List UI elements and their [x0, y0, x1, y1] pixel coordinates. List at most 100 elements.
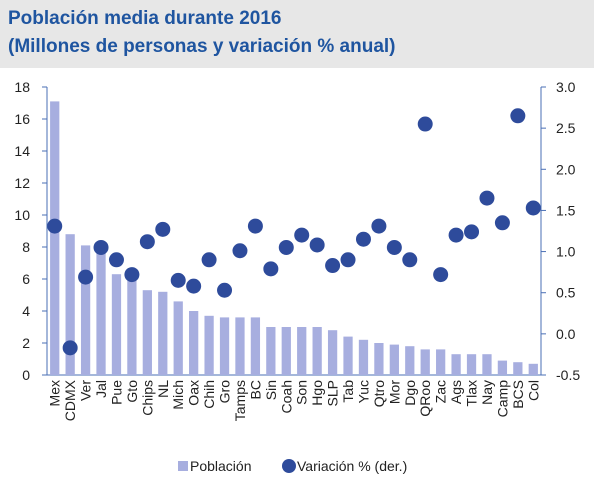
title-band [0, 0, 594, 68]
bar [204, 315, 214, 375]
dot [108, 252, 124, 268]
bar [451, 354, 461, 375]
x-tick-label: Hgo [309, 380, 325, 406]
y-tick-label: 12 [14, 175, 30, 191]
dot [217, 282, 233, 298]
dot [124, 267, 140, 283]
x-tick-label: Mich [170, 380, 186, 410]
dot [247, 218, 263, 234]
x-tick-label: Yuc [355, 380, 371, 403]
dot [78, 269, 94, 285]
bar [189, 311, 199, 375]
bar [358, 339, 369, 375]
bar [466, 354, 477, 375]
dot [402, 252, 418, 268]
dot [417, 116, 433, 132]
bar [111, 274, 122, 375]
dot [371, 218, 387, 234]
dot [479, 190, 495, 206]
x-tick-label: BCS [510, 380, 526, 409]
bar [158, 291, 168, 375]
bar [343, 336, 353, 375]
x-tick-label: QRoo [417, 380, 433, 417]
bar [96, 247, 106, 375]
x-tick-label: Tamps [232, 380, 248, 421]
legend-label: Población [190, 458, 252, 474]
bar [497, 360, 508, 375]
bar [327, 330, 338, 375]
bar [219, 317, 230, 375]
bar [405, 346, 415, 375]
y-tick-label: 0 [22, 367, 30, 383]
x-tick-label: Tlax [464, 380, 480, 406]
x-tick-label: Chips [139, 380, 155, 416]
y-tick-label: 4 [22, 303, 30, 319]
x-tick-label: Oax [186, 380, 202, 406]
bar [235, 317, 245, 375]
bar [266, 327, 276, 375]
dot [325, 258, 341, 274]
chart-subtitle: (Millones de personas y variación % anua… [8, 36, 396, 57]
x-tick-label: Dgo [402, 380, 418, 406]
y-tick-label: 6 [22, 271, 30, 287]
bar [528, 363, 538, 375]
bar [65, 234, 75, 375]
y-tick-label: 2 [22, 335, 30, 351]
bar [482, 354, 492, 375]
dot [464, 224, 480, 240]
bar [420, 349, 430, 375]
legend-label: Variación % (der.) [297, 458, 407, 474]
dot [139, 234, 155, 250]
dot [494, 215, 510, 231]
x-tick-label: Ver [78, 380, 94, 401]
x-tick-label: Nay [479, 380, 495, 405]
dot [232, 243, 248, 259]
y-tick-label: 8 [22, 239, 30, 255]
dot [263, 261, 279, 277]
x-tick-label: CDMX [62, 379, 78, 421]
legend-swatch [282, 459, 296, 473]
y2-tick-label: -0.5 [556, 367, 580, 383]
x-tick-label: Sin [263, 380, 279, 400]
bar [513, 362, 523, 375]
bar [312, 327, 322, 375]
x-tick-label: Zac [433, 380, 449, 403]
dot [433, 267, 449, 283]
dot [525, 200, 541, 216]
bar [374, 343, 384, 375]
x-tick-label: Gto [124, 380, 140, 403]
dot [386, 239, 402, 255]
dot [47, 218, 63, 234]
bar [389, 344, 399, 375]
bar [127, 280, 137, 375]
y2-tick-label: 2.0 [556, 161, 576, 177]
y-tick-label: 14 [14, 143, 30, 159]
bar [50, 101, 60, 376]
y2-tick-label: 3.0 [556, 79, 576, 95]
y-tick-label: 10 [14, 207, 30, 223]
x-tick-label: Qtro [371, 380, 387, 407]
dot [93, 239, 109, 255]
dot [309, 237, 325, 253]
dot [62, 340, 78, 356]
y2-tick-label: 1.5 [556, 202, 576, 218]
dot [186, 278, 202, 294]
bar [142, 290, 152, 375]
x-tick-label: Coah [278, 380, 294, 413]
bar [436, 349, 446, 375]
dot [294, 227, 310, 243]
x-tick-label: Gro [217, 380, 233, 404]
chart-title: Población media durante 2016 [8, 8, 281, 29]
dot [355, 231, 371, 247]
dot [448, 227, 464, 243]
x-tick-label: Col [525, 380, 541, 401]
dot [278, 239, 294, 255]
y-tick-label: 18 [14, 79, 30, 95]
dot [155, 221, 171, 237]
x-tick-label: SLP [325, 380, 341, 406]
dot [201, 252, 217, 268]
y2-tick-label: 0.5 [556, 285, 576, 301]
x-tick-label: Tab [340, 380, 356, 403]
bar [80, 245, 91, 375]
